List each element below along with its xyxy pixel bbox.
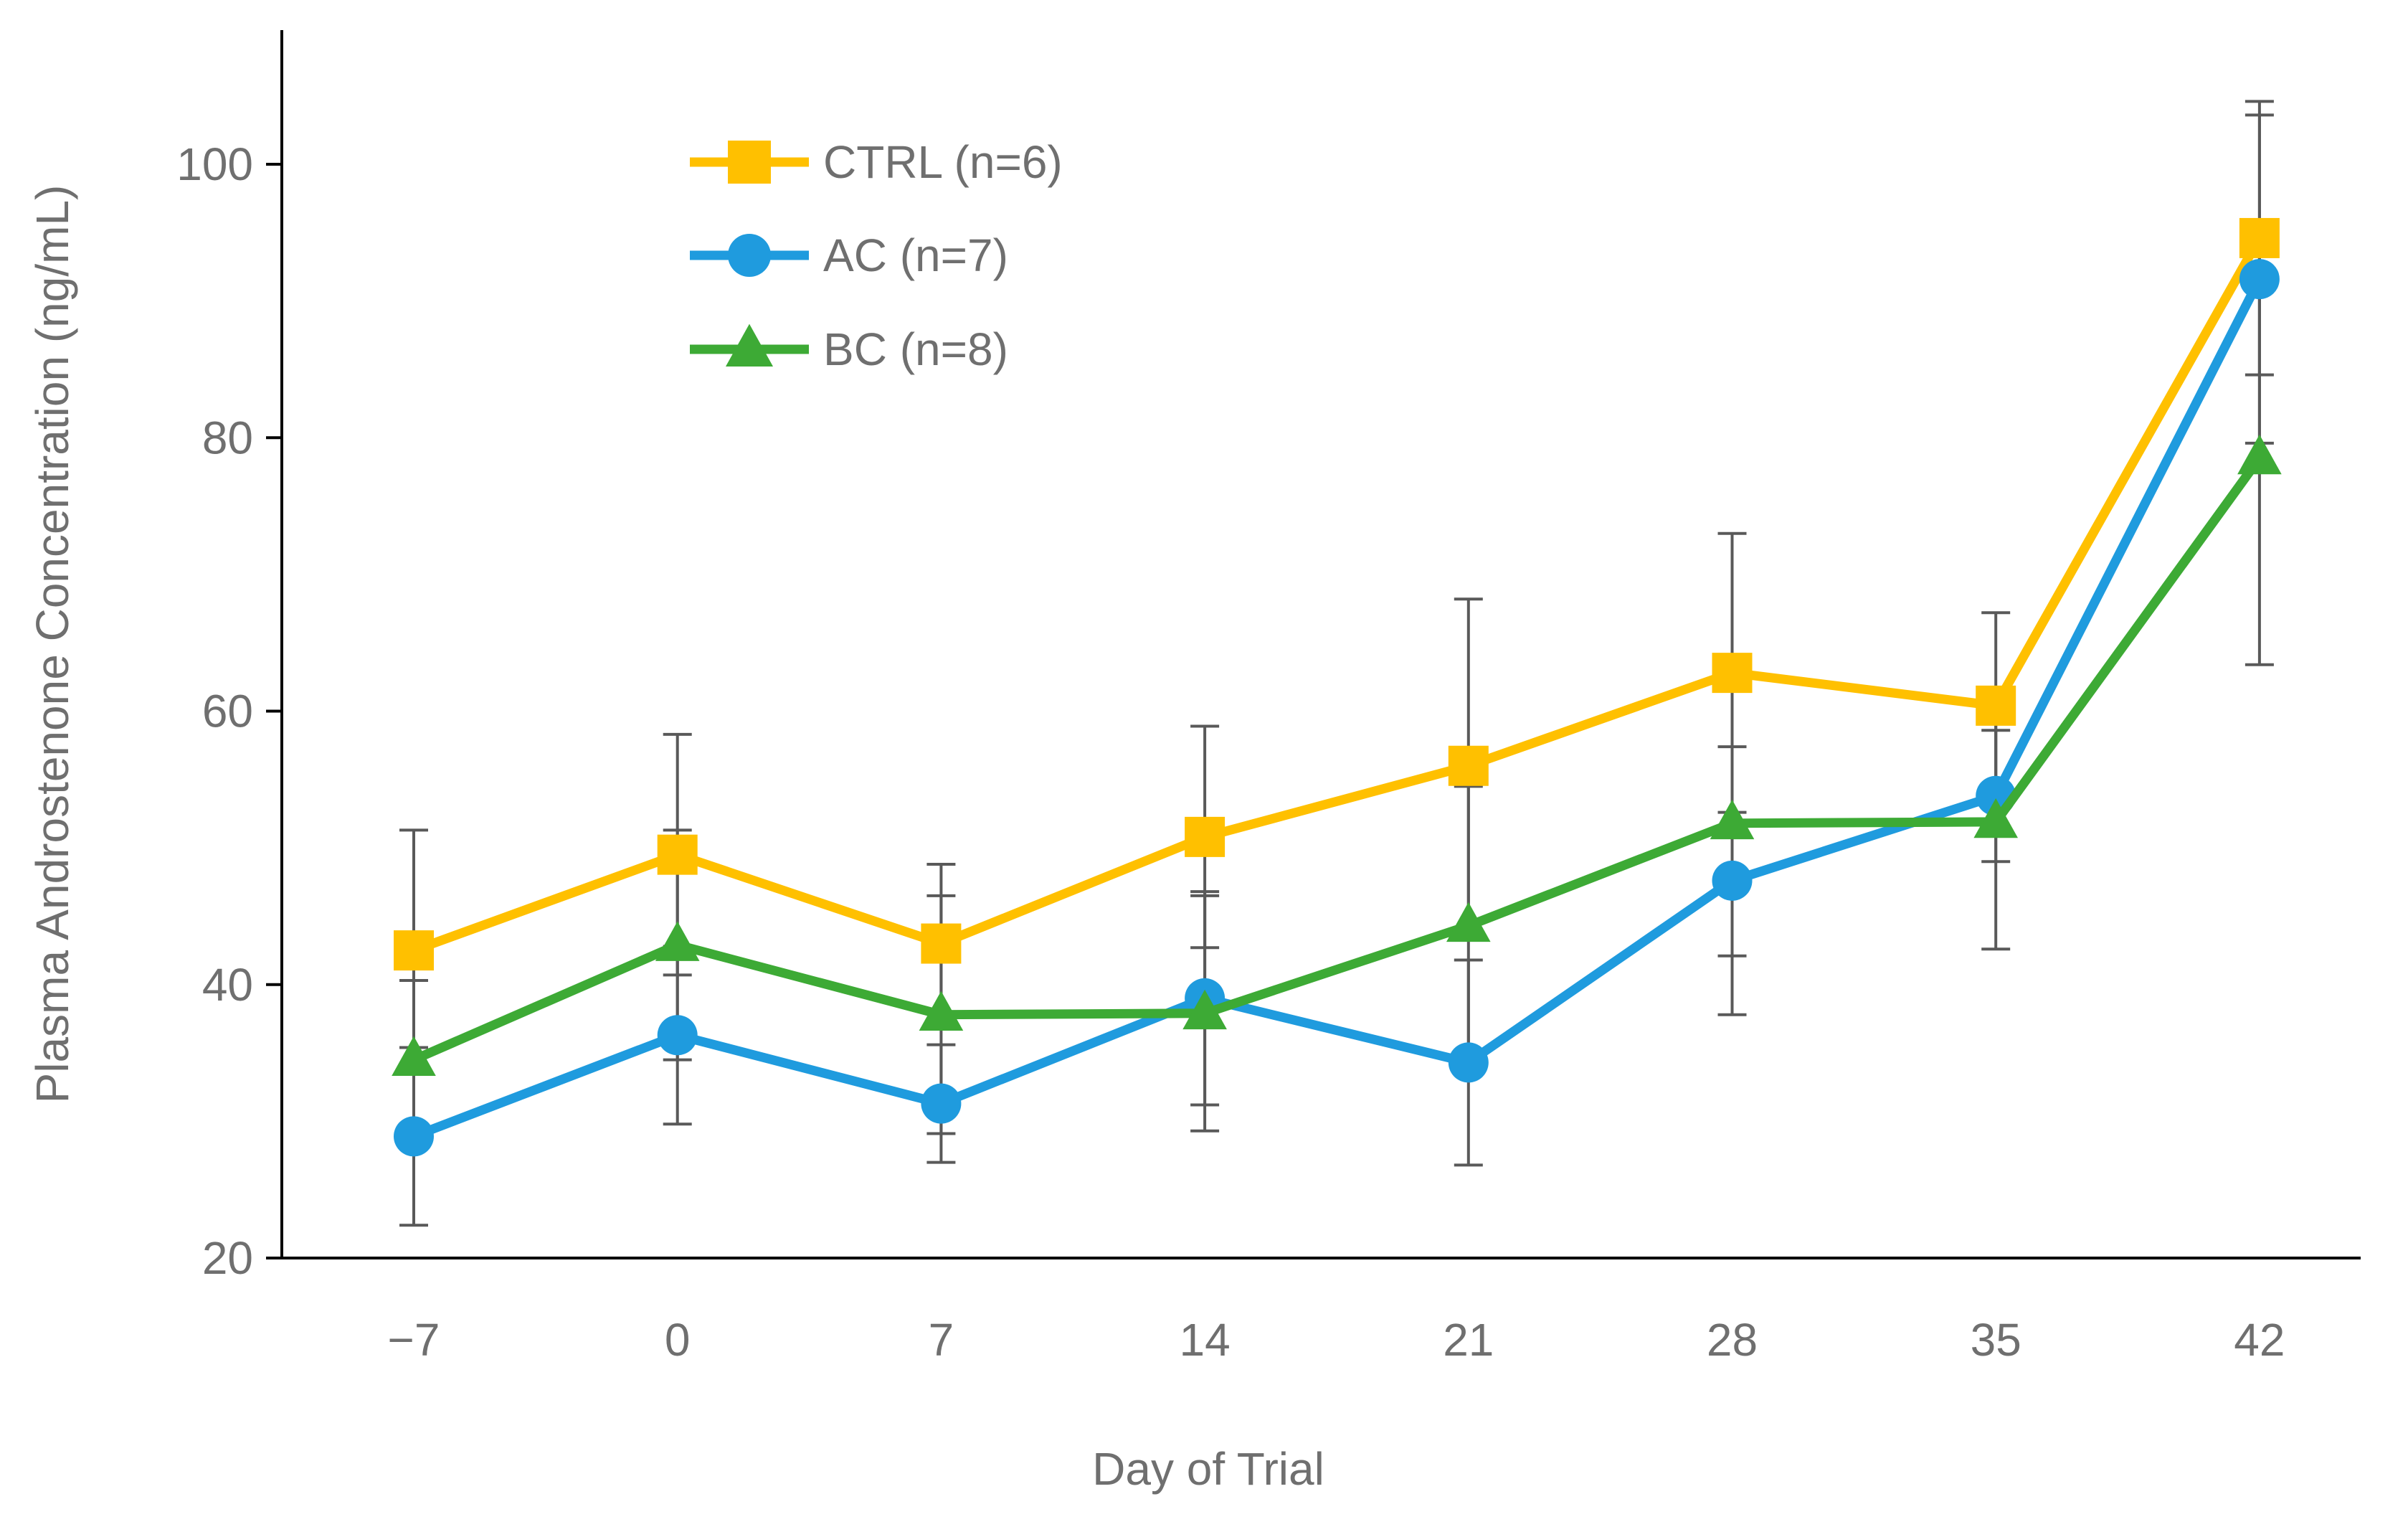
x-tick-label: 21 xyxy=(1443,1314,1494,1366)
x-tick-label: 7 xyxy=(929,1314,954,1366)
x-tick-label: 28 xyxy=(1707,1314,1758,1366)
legend-label: AC (n=7) xyxy=(823,230,1008,281)
series-line xyxy=(409,453,2265,1065)
data-point xyxy=(655,921,700,961)
data-point xyxy=(1182,989,1227,1030)
data-point xyxy=(919,991,964,1031)
data-point xyxy=(921,923,962,964)
data-point xyxy=(1973,798,2018,838)
y-tick-label: 80 xyxy=(202,412,253,463)
legend-label: CTRL (n=6) xyxy=(823,136,1063,188)
legend-item: CTRL (n=6) xyxy=(690,136,1063,188)
data-point xyxy=(2239,259,2280,300)
data-point xyxy=(921,1083,962,1124)
y-tick-label: 60 xyxy=(202,686,253,737)
series-1 xyxy=(394,259,2280,1157)
y-tick-label: 20 xyxy=(202,1232,253,1284)
data-point xyxy=(1712,653,1753,694)
legend-label: BC (n=8) xyxy=(823,323,1008,375)
data-point xyxy=(1710,799,1755,840)
series-0 xyxy=(394,217,2280,971)
data-point xyxy=(1448,1042,1489,1083)
y-tick-label: 40 xyxy=(202,959,253,1011)
x-axis-title: Day of Trial xyxy=(1092,1443,1324,1495)
legend-item: AC (n=7) xyxy=(690,230,1008,281)
series-line xyxy=(409,233,2265,955)
legend-marker xyxy=(728,141,771,184)
x-tick-label: 35 xyxy=(1971,1314,2021,1366)
data-point xyxy=(657,1015,698,1056)
data-point xyxy=(394,930,434,971)
legend-marker xyxy=(728,234,771,277)
data-point xyxy=(1712,860,1753,901)
series-2 xyxy=(392,434,2282,1076)
x-tick-label: 0 xyxy=(665,1314,691,1366)
y-tick-label: 100 xyxy=(176,138,253,190)
data-point xyxy=(2237,434,2282,475)
legend-marker xyxy=(726,323,773,367)
x-tick-label: 42 xyxy=(2234,1314,2285,1366)
data-point xyxy=(394,1116,434,1157)
data-point xyxy=(1446,902,1491,942)
legend-item: BC (n=8) xyxy=(690,323,1008,375)
x-tick-label: −7 xyxy=(388,1314,440,1366)
data-point xyxy=(2239,217,2280,258)
data-point xyxy=(1185,816,1226,857)
data-point xyxy=(1976,685,2016,726)
data-point xyxy=(1448,745,1489,786)
y-axis-title: Plasma Androstenone Concentration (ng/mL… xyxy=(27,185,78,1104)
data-point xyxy=(392,1036,436,1076)
x-tick-label: 14 xyxy=(1180,1314,1231,1366)
series-line xyxy=(409,274,2265,1141)
data-point xyxy=(657,834,698,875)
